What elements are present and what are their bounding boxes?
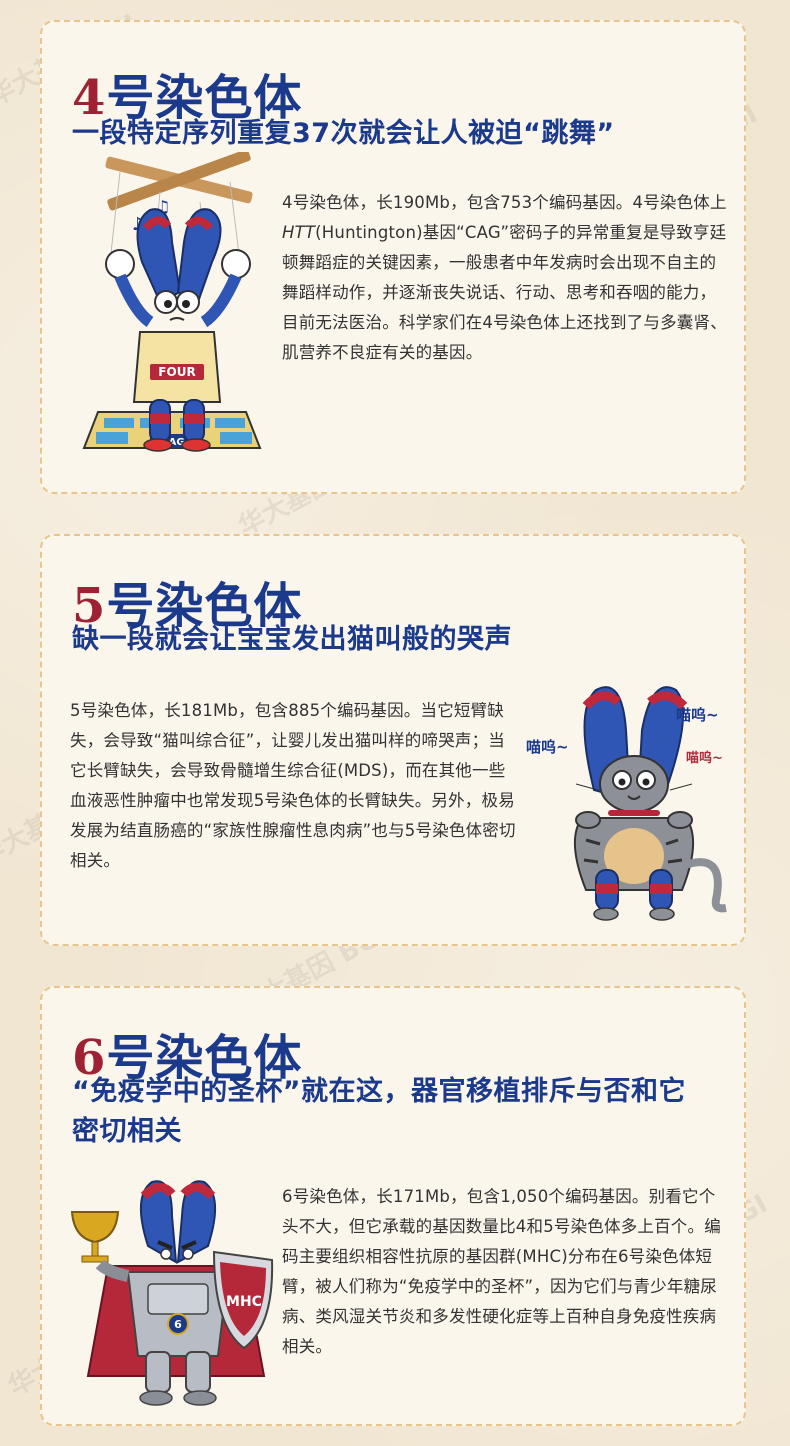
section-number: 5 — [72, 578, 107, 634]
svg-text:♪: ♪ — [132, 214, 144, 235]
section-title: 4号染色体 — [72, 58, 302, 128]
body-text-part: (Huntington)基因“CAG”密码子的异常重复是导致亨廷顿舞蹈症的关键因… — [282, 223, 727, 362]
section-number: 6 — [72, 1030, 107, 1086]
section-subtitle: 一段特定序列重复37次就会让人被迫“跳舞” — [72, 118, 615, 149]
section-title-suffix: 号染色体 — [106, 1030, 303, 1086]
section-body: 6号染色体，长171Mb，包含1,050个编码基因。别看它个头不大，但它承载的基… — [282, 1187, 721, 1356]
section-subtitle: “免疫学中的圣杯”就在这，器官移植排斥与否和它密切相关 — [72, 1076, 686, 1147]
cat-chromosome-illustration: 5 喵呜~ 喵呜~ 喵呜~ — [526, 686, 727, 921]
chromosome-6-card: 6号染色体 “免疫学中的圣杯”就在这，器官移植排斥与否和它密切相关 6 MHC — [40, 986, 746, 1426]
knight-chromosome-illustration: 6 MHC — [70, 1180, 274, 1406]
section-body: 5号染色体，长181Mb，包含885个编码基因。当它短臂缺失，会导致“猫叫综合征… — [70, 701, 516, 870]
dance-mat-label: CAG — [161, 437, 184, 448]
chromosome-5-card: 5号染色体 缺一段就会让宝宝发出猫叫般的哭声 5号染色体，长181Mb，包含88… — [40, 534, 746, 946]
section-body: 4号染色体，长190Mb，包含753个编码基因。4号染色体上 HTT(Huntin… — [282, 188, 728, 368]
body-text-part: 4号染色体，长190Mb，包含753个编码基因。4号染色体上 — [282, 193, 727, 212]
chromosome-4-card: 4号染色体 一段特定序列重复37次就会让人被迫“跳舞” ♪ ♫ ♪ CAG — [40, 20, 746, 494]
puppet-chromosome-illustration: ♪ ♫ ♪ CAG FOUR — [82, 152, 262, 452]
shield-label: MHC — [226, 1294, 262, 1310]
section-title-suffix: 号染色体 — [106, 578, 303, 634]
section-subtitle: 缺一段就会让宝宝发出猫叫般的哭声 — [72, 624, 512, 655]
section-title: 5号染色体 — [72, 566, 302, 636]
gene-name: HTT — [282, 223, 316, 242]
section-number: 4 — [72, 70, 107, 126]
meow-text: 喵呜~ — [526, 738, 569, 756]
section-title: 6号染色体 — [72, 1018, 302, 1088]
shirt-label: FOUR — [158, 365, 195, 379]
meow-text: 喵呜~ — [676, 706, 719, 724]
armor-badge-label: 6 — [174, 1318, 182, 1331]
meow-text: 喵呜~ — [686, 750, 723, 766]
section-title-suffix: 号染色体 — [106, 70, 303, 126]
